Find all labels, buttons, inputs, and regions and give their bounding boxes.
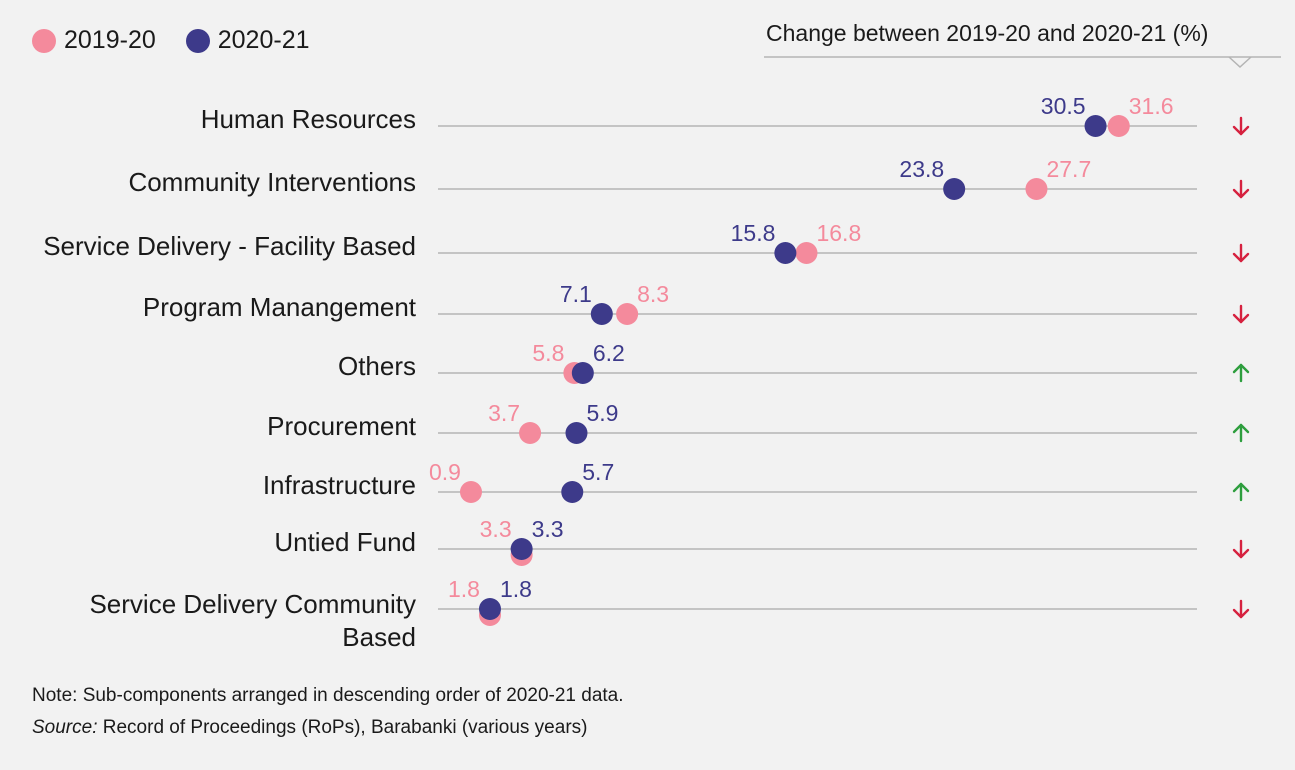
dot-2019-20 xyxy=(459,481,482,503)
legend-dot-2019-20 xyxy=(32,28,56,53)
down-arrow-icon xyxy=(1232,539,1250,559)
value-label-2019-20: 27.7 xyxy=(1046,156,1091,182)
dot-2020-21 xyxy=(774,242,797,264)
dot-2019-20 xyxy=(519,422,542,444)
category-label: Procurement xyxy=(267,411,417,441)
value-label-2020-21: 30.5 xyxy=(1041,93,1086,119)
category-label: Infrastructure xyxy=(263,470,416,500)
category-label: Service Delivery Community xyxy=(89,589,416,619)
value-label-2019-20: 31.6 xyxy=(1129,93,1174,119)
source-text: Record of Proceedings (RoPs), Barabanki … xyxy=(97,717,588,738)
value-label-2019-20: 3.3 xyxy=(480,516,512,542)
note-text: Note: Sub-components arranged in descend… xyxy=(32,685,624,706)
value-label-2020-21: 15.8 xyxy=(731,220,776,246)
value-label-2020-21: 1.8 xyxy=(500,576,532,602)
dot-2019-20 xyxy=(795,242,818,264)
up-arrow-icon xyxy=(1232,363,1250,383)
source-label: Source: xyxy=(32,717,98,738)
value-label-2019-20: 0.9 xyxy=(429,459,461,485)
value-label-2019-20: 5.8 xyxy=(532,340,564,366)
value-label-2020-21: 6.2 xyxy=(593,340,625,366)
dot-2019-20 xyxy=(616,303,639,325)
legend-label-2019-20: 2019-20 xyxy=(64,26,156,54)
value-label-2020-21: 5.7 xyxy=(582,459,614,485)
dot-2020-21 xyxy=(1084,115,1107,137)
category-label: Based xyxy=(342,622,416,652)
down-arrow-icon xyxy=(1232,304,1250,324)
legend-item-2020-21: 2020-21 xyxy=(185,26,310,55)
down-arrow-icon xyxy=(1232,116,1250,136)
legend-label-2020-21: 2020-21 xyxy=(217,26,310,54)
up-arrow-icon xyxy=(1232,482,1250,502)
value-label-2019-20: 1.8 xyxy=(448,576,480,602)
value-label-2020-21: 23.8 xyxy=(899,156,944,182)
dot-2020-21 xyxy=(571,362,594,384)
value-label-2019-20: 16.8 xyxy=(816,220,861,246)
category-label: Program Manangement xyxy=(143,292,417,322)
value-label-2019-20: 8.3 xyxy=(637,281,669,307)
change-column-header: Change between 2019-20 and 2020-21 (%) xyxy=(766,20,1209,46)
source-line: Source: Record of Proceedings (RoPs), Ba… xyxy=(32,712,624,744)
legend-dot-2020-21 xyxy=(185,28,210,53)
notes: Note: Sub-components arranged in descend… xyxy=(32,680,624,744)
value-label-2020-21: 7.1 xyxy=(560,281,592,307)
value-label-2019-20: 3.7 xyxy=(488,400,520,426)
category-label: Untied Fund xyxy=(274,527,416,557)
legend: 2019-20 2020-21 xyxy=(32,26,340,55)
category-label: Human Resources xyxy=(201,104,416,134)
category-label: Community Interventions xyxy=(128,167,416,197)
dot-2020-21 xyxy=(943,178,966,200)
dot-2019-20 xyxy=(1107,115,1130,137)
dot-2020-21 xyxy=(590,303,613,325)
up-arrow-icon xyxy=(1232,423,1250,443)
change-header-rule xyxy=(764,56,1281,69)
down-arrow-icon xyxy=(1232,179,1250,199)
value-label-2020-21: 3.3 xyxy=(532,516,564,542)
down-arrow-icon xyxy=(1232,599,1250,619)
dot-2020-21 xyxy=(478,598,501,620)
category-label: Others xyxy=(338,351,416,381)
value-label-2020-21: 5.9 xyxy=(586,400,618,426)
dot-2020-21 xyxy=(510,538,533,560)
down-arrow-icon xyxy=(1232,243,1250,263)
category-label: Service Delivery - Facility Based xyxy=(43,231,416,261)
dot-2020-21 xyxy=(565,422,588,444)
dot-2019-20 xyxy=(1025,178,1048,200)
dot-2020-21 xyxy=(561,481,584,503)
legend-item-2019-20: 2019-20 xyxy=(32,26,156,55)
